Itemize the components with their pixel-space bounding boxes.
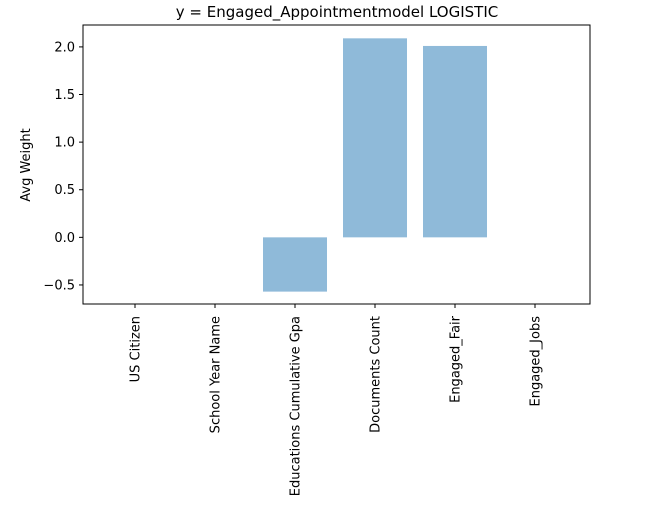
bars-group xyxy=(103,38,567,292)
x-tick-label: School Year Name xyxy=(209,316,224,433)
y-axis-ticks: −0.5 0.0 0.5 1.0 1.5 2.0 xyxy=(43,40,83,293)
bar-4 xyxy=(423,45,487,238)
y-tick-label: 2.0 xyxy=(54,40,75,55)
chart-title: y = Engaged_Appointmentmodel LOGISTIC xyxy=(176,3,498,22)
y-tick-label: 0.0 xyxy=(54,231,75,246)
y-tick-label: −0.5 xyxy=(43,278,75,293)
x-tick-label: Engaged_Jobs xyxy=(529,316,544,407)
x-tick-label: Educations Cumulative Gpa xyxy=(289,316,304,496)
bar-2 xyxy=(263,237,327,292)
y-tick-label: 1.0 xyxy=(54,136,75,151)
x-axis-ticks: US Citizen School Year Name Educations Cum… xyxy=(129,304,544,496)
x-tick-label: Engaged_Fair xyxy=(449,315,464,403)
bar-3 xyxy=(343,38,407,238)
y-tick-label: 1.5 xyxy=(54,88,75,103)
x-tick-label: US Citizen xyxy=(129,316,144,382)
y-axis-label: Avg Weight xyxy=(19,128,34,202)
plot-frame xyxy=(82,24,591,305)
y-tick-label: 0.5 xyxy=(54,183,75,198)
x-tick-label: Documents Count xyxy=(369,316,384,433)
